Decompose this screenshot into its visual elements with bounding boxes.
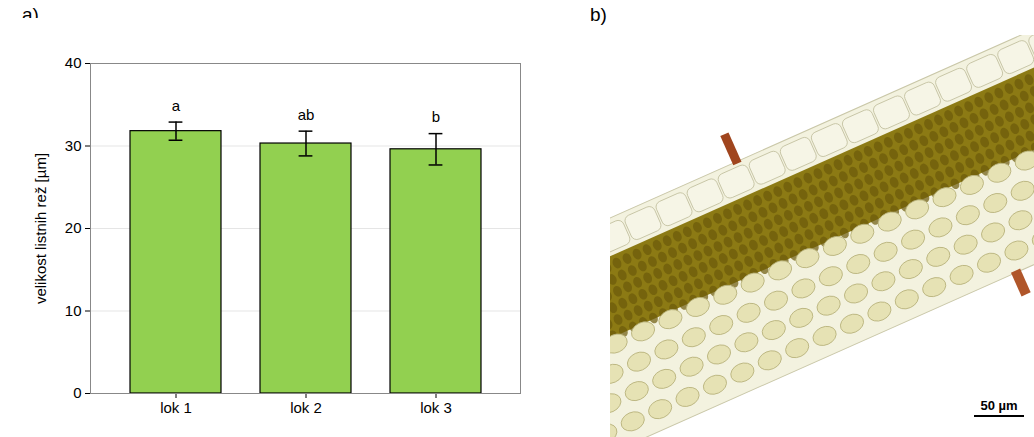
html-text:a): a) [22, 4, 39, 25]
html-text:b): b) [590, 4, 607, 25]
svg-text:ab: ab [298, 106, 315, 123]
svg-text:10: 10 [65, 302, 82, 319]
svg-text:50 µm: 50 µm [980, 398, 1017, 413]
svg-text:0: 0 [73, 384, 81, 401]
svg-text:lok 2: lok 2 [290, 399, 322, 416]
svg-text:lok 1: lok 1 [160, 399, 192, 416]
svg-text:a: a [172, 97, 181, 114]
svg-text:lok 3: lok 3 [420, 399, 452, 416]
svg-text:velikost listnih rež [µm]: velikost listnih rež [µm] [32, 153, 49, 304]
svg-text:30: 30 [65, 137, 82, 154]
svg-text:40: 40 [65, 54, 82, 71]
svg-text:b: b [432, 108, 440, 125]
svg-text:20: 20 [65, 219, 82, 236]
